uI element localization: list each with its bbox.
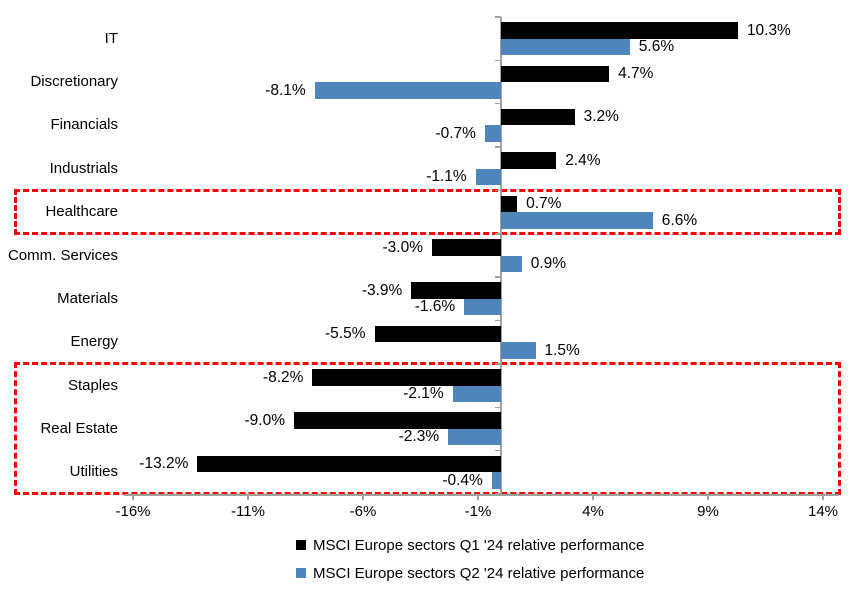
value-label-q1-industrials: 2.4% — [565, 151, 601, 169]
legend-swatch-q2 — [296, 568, 306, 578]
bar-q1-financials — [501, 108, 575, 126]
value-label-q1-financials: 3.2% — [583, 108, 619, 126]
bar-q1-materials — [411, 282, 501, 299]
legend-label-q2: MSCI Europe sectors Q2 '24 relative perf… — [313, 565, 645, 582]
x-axis-tick — [592, 494, 594, 500]
value-label-q1-real-estate: -9.0% — [244, 411, 286, 429]
bar-q2-utilities — [491, 472, 501, 489]
x-tick-label-14-: 14% — [807, 503, 839, 520]
highlight-box-2 — [14, 362, 841, 496]
legend: MSCI Europe sectors Q1 '24 relative perf… — [296, 537, 644, 593]
category-label-financials: Financials — [50, 116, 118, 134]
category-label-real-estate: Real Estate — [40, 419, 118, 437]
x-axis-tick — [132, 494, 134, 500]
value-label-q1-discretionary: 4.7% — [618, 65, 654, 83]
x-tick-label--6-: -6% — [349, 503, 377, 520]
value-label-q2-materials: -1.6% — [414, 298, 456, 316]
bar-q2-comm-services — [501, 255, 522, 273]
value-label-q1-energy: -5.5% — [325, 325, 366, 343]
y-axis-tick — [495, 276, 501, 278]
y-axis-tick — [495, 319, 501, 322]
value-label-q2-real-estate: -2.3% — [398, 428, 440, 446]
legend-label-q1: MSCI Europe sectors Q1 '24 relative perf… — [313, 537, 645, 554]
bar-q2-it — [501, 38, 630, 56]
value-label-q1-staples: -8.2% — [262, 368, 304, 386]
bar-q1-healthcare — [501, 195, 518, 213]
category-label-discretionary: Discretionary — [30, 73, 118, 91]
value-label-q2-healthcare: 6.6% — [661, 211, 698, 229]
value-label-q2-staples: -2.1% — [403, 385, 444, 403]
category-label-utilities: Utilities — [69, 463, 118, 481]
x-axis-tick — [477, 494, 479, 500]
y-axis-tick — [495, 59, 501, 62]
value-label-q1-utilities: -13.2% — [139, 455, 189, 473]
x-axis-tick — [822, 494, 824, 500]
value-label-q2-utilities: -0.4% — [442, 471, 483, 489]
bar-q1-industrials — [501, 152, 557, 169]
bar-q2-energy — [501, 342, 536, 359]
category-label-industrials: Industrials — [49, 159, 118, 177]
category-label-materials: Materials — [57, 289, 118, 307]
y-axis-tick — [495, 189, 501, 192]
x-axis-line — [124, 494, 839, 496]
category-label-comm-services: Comm. Services — [7, 246, 118, 264]
legend-item-q1: MSCI Europe sectors Q1 '24 relative perf… — [296, 537, 644, 555]
category-label-staples: Staples — [67, 376, 118, 394]
category-label-it: IT — [104, 29, 118, 47]
bar-q2-industrials — [475, 168, 501, 186]
value-label-q1-it: 10.3% — [746, 21, 791, 39]
bar-q1-energy — [374, 325, 501, 343]
y-axis-tick — [495, 449, 501, 452]
y-axis-tick — [495, 102, 501, 105]
y-axis-tick — [495, 406, 501, 409]
value-label-q2-comm-services: 0.9% — [530, 255, 567, 273]
value-label-q2-industrials: -1.1% — [426, 168, 467, 186]
category-label-energy: Energy — [70, 333, 118, 351]
bar-q2-materials — [464, 298, 501, 316]
value-label-q1-healthcare: 0.7% — [526, 195, 562, 213]
bar-q2-healthcare — [501, 212, 653, 229]
bar-q1-real-estate — [294, 412, 501, 429]
x-tick-label--11-: -11% — [231, 503, 265, 520]
value-label-q2-financials: -0.7% — [435, 124, 476, 142]
value-label-q1-materials: -3.9% — [361, 281, 403, 299]
x-axis-tick — [247, 494, 249, 500]
y-axis-tick — [495, 16, 501, 18]
x-tick-label-4-: 4% — [582, 503, 604, 520]
bar-q1-staples — [312, 369, 501, 386]
value-label-q2-it: 5.6% — [638, 38, 675, 56]
bar-q2-discretionary — [314, 82, 501, 99]
value-label-q2-discretionary: -8.1% — [265, 81, 306, 99]
x-tick-label--16-: -16% — [115, 503, 151, 520]
x-axis-tick — [707, 494, 709, 500]
highlight-box-1 — [14, 188, 841, 236]
x-axis-tick — [362, 494, 364, 500]
legend-item-q2: MSCI Europe sectors Q2 '24 relative perf… — [296, 565, 644, 583]
bar-q1-discretionary — [501, 65, 610, 83]
bar-q1-it — [501, 22, 738, 39]
bar-q2-financials — [484, 125, 501, 142]
legend-swatch-q1 — [296, 540, 306, 550]
x-tick-label--1-: -1% — [464, 503, 492, 520]
bar-q1-utilities — [197, 455, 501, 473]
y-axis-tick — [495, 146, 501, 148]
category-label-healthcare: Healthcare — [45, 203, 118, 221]
bar-q2-staples — [452, 385, 501, 403]
value-label-q1-comm-services: -3.0% — [382, 238, 424, 256]
value-label-q2-energy: 1.5% — [544, 341, 580, 359]
bar-q2-real-estate — [448, 428, 501, 446]
bar-q1-comm-services — [432, 239, 501, 256]
y-axis-tick — [495, 363, 501, 365]
x-tick-label-9-: 9% — [697, 503, 719, 520]
y-axis-tick — [495, 233, 501, 235]
